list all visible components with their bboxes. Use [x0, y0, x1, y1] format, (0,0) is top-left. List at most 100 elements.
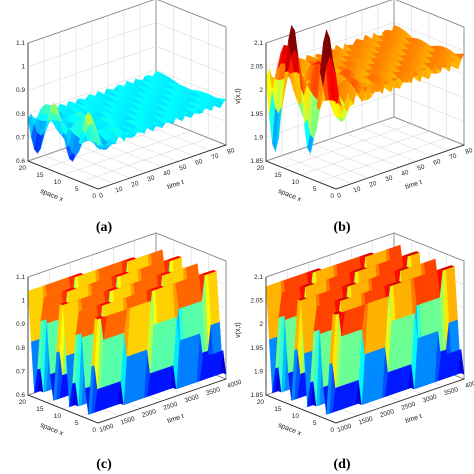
surface-cell: [94, 128, 102, 147]
z-tick-label: 1.9: [254, 368, 263, 375]
z-tick-label: 0.7: [16, 134, 25, 141]
time-axis-label: time t: [404, 413, 422, 425]
time-tick-label: 10: [352, 185, 361, 194]
surface-cell: [332, 312, 340, 315]
z-tick-label: 0.7: [16, 368, 25, 375]
space-tick-label: 15: [274, 406, 282, 413]
time-tick-label: 1000: [336, 423, 352, 434]
panel-b: 01020304050607080051015201.851.91.9522.0…: [235, 0, 474, 235]
time-tick-label: 2500: [400, 401, 416, 412]
surface-cell: [94, 316, 102, 320]
time-tick-label: 1500: [120, 415, 136, 426]
space-tick-label: 5: [75, 186, 79, 193]
surface-cell: [332, 65, 340, 105]
z-tick-label: 2: [259, 87, 263, 94]
z-tick-label: 0.8: [16, 345, 25, 352]
space-tick-label: 5: [313, 420, 317, 427]
space-tick-label: 20: [257, 399, 265, 406]
time-tick-label: 50: [178, 163, 187, 172]
space-axis-label: space x: [39, 188, 64, 204]
space-tick-label: 20: [19, 399, 27, 406]
space-tick-label: 0: [330, 427, 334, 434]
space-tick-label: 15: [36, 406, 44, 413]
z-tick-label: 2.05: [250, 64, 263, 71]
time-axis-label: time t: [404, 179, 422, 191]
z-tick-label: 1.95: [250, 111, 263, 118]
z-tick-label: 0.9: [16, 87, 25, 94]
time-tick-label: 40: [162, 169, 171, 178]
surface: [265, 244, 465, 415]
time-tick-label: 2000: [379, 408, 395, 419]
space-tick-label: 0: [330, 193, 334, 200]
surface: [27, 70, 227, 162]
space-tick-label: 10: [54, 179, 62, 186]
z-tick-label: 0.8: [16, 111, 25, 118]
z-axis-label: v(x,t): [235, 88, 242, 104]
space-tick-label: 10: [292, 413, 300, 420]
space-axis-label: space x: [277, 188, 302, 204]
time-tick-label: 1500: [358, 415, 374, 426]
z-tick-label: 1.1: [16, 274, 25, 281]
time-tick-label: 0: [98, 192, 104, 200]
panel-d: 1000 1500 2000 2500 3000 3500 4000 0 5 10 15 201.85…: [235, 232, 474, 472]
surface: [27, 249, 227, 415]
panel-c: 1000 1500 2000 2500 3000 3500 4000 0 5 10 15 200.6 0…: [16, 232, 243, 472]
space-axis-label: space x: [39, 422, 64, 438]
time-tick-label: 2000: [141, 408, 157, 419]
space-tick-label: 10: [54, 413, 62, 420]
space-tick-label: 5: [313, 186, 317, 193]
time-tick-label: 2500: [162, 401, 178, 412]
surface: [265, 24, 465, 154]
time-tick-label: 50: [416, 163, 425, 172]
time-tick-label: 70: [448, 152, 457, 161]
time-tick-label: 1000: [98, 423, 114, 434]
z-tick-label: 1: [21, 64, 25, 71]
time-axis-label: time t: [166, 179, 184, 191]
panel-label: (b): [333, 220, 350, 235]
space-axis-label: space x: [277, 422, 302, 438]
space-tick-label: 20: [19, 165, 27, 172]
z-tick-label: 1.9: [254, 134, 263, 141]
time-tick-label: 80: [464, 147, 473, 156]
z-tick-label: 1.95: [250, 345, 263, 352]
z-tick-label: 2.05: [250, 298, 263, 305]
time-tick-label: 4000: [464, 379, 474, 390]
z-tick-label: 0.6: [16, 158, 25, 165]
space-tick-label: 0: [92, 193, 96, 200]
time-tick-label: 3000: [422, 393, 438, 404]
space-tick-label: 5: [75, 420, 79, 427]
time-tick-label: 60: [194, 158, 203, 167]
z-tick-label: 1.85: [250, 158, 263, 165]
time-tick-label: 80: [226, 147, 235, 156]
z-tick-label: 2: [259, 321, 263, 328]
time-tick-label: 20: [130, 180, 139, 189]
space-tick-label: 15: [274, 172, 282, 179]
z-tick-label: 1.85: [250, 392, 263, 399]
time-tick-label: 10: [114, 185, 123, 194]
z-axis-label: v(x,t): [235, 322, 242, 338]
time-axis-label: time t: [166, 413, 184, 425]
time-tick-label: 3500: [205, 386, 221, 397]
z-tick-label: 0.9: [16, 321, 25, 328]
time-tick-label: 30: [146, 174, 155, 183]
time-tick-label: 60: [432, 158, 441, 167]
time-tick-label: 20: [368, 180, 377, 189]
time-tick-label: 3000: [184, 393, 200, 404]
z-tick-label: 1.1: [16, 40, 25, 47]
time-tick-label: 30: [384, 174, 393, 183]
z-tick-label: 2.1: [254, 274, 263, 281]
z-tick-label: 0.6: [16, 392, 25, 399]
panel-label: (c): [96, 457, 112, 472]
time-tick-label: 3500: [443, 386, 459, 397]
time-tick-label: 40: [400, 169, 409, 178]
z-tick-label: 1: [21, 298, 25, 305]
panel-label: (d): [333, 457, 350, 472]
panel-label: (a): [96, 220, 113, 235]
z-tick-label: 2.1: [254, 40, 263, 47]
time-tick-label: 4000: [226, 379, 242, 390]
time-tick-label: 0: [336, 192, 342, 200]
panel-a: 01020304050607080051015200.60.70.80.911.…: [16, 0, 236, 235]
space-tick-label: 0: [92, 427, 96, 434]
space-tick-label: 15: [36, 172, 44, 179]
